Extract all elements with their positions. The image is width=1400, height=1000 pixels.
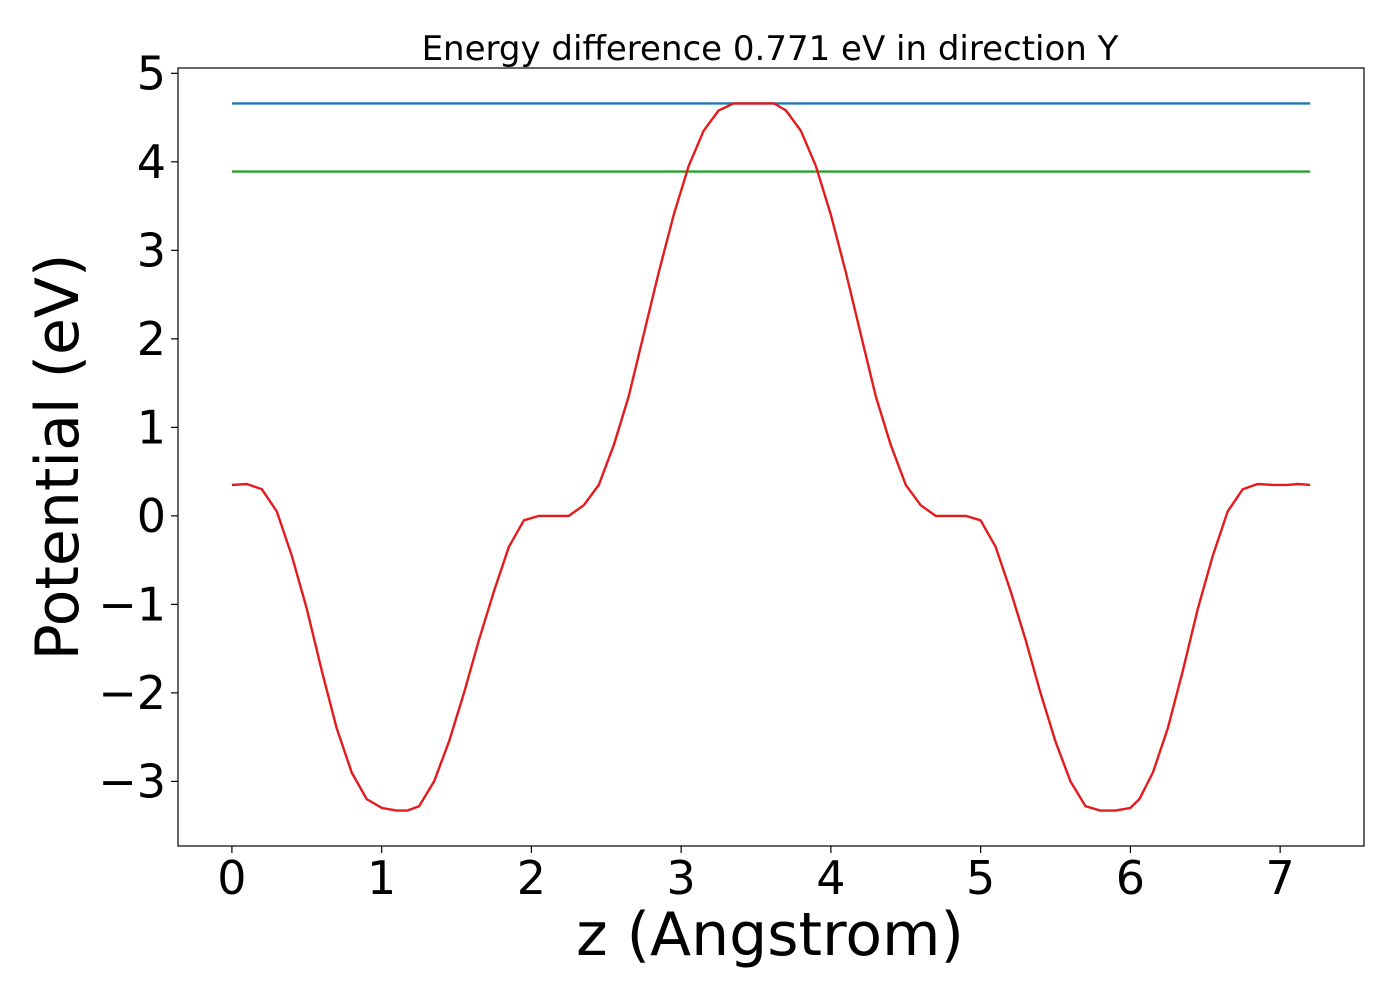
plot-frame: [177, 67, 1365, 847]
potential-curve: [231, 102, 1311, 812]
y-tick-label: 0: [137, 489, 166, 543]
chart-title: Energy difference 0.771 eV in direction …: [422, 29, 1119, 69]
series-group: [231, 102, 1311, 812]
y-tick-label: 4: [137, 135, 166, 189]
x-tick-label: 0: [217, 851, 246, 905]
y-axis-label: Potential (eV): [23, 254, 93, 661]
y-tick-label: 3: [137, 223, 166, 277]
x-tick-label: 1: [367, 851, 396, 905]
y-tick-label: 1: [137, 400, 166, 454]
x-tick-label: 5: [966, 851, 995, 905]
x-tick-label: 7: [1266, 851, 1295, 905]
y-tick-label: −2: [98, 666, 166, 720]
y-axis-ticks: −3 −2 −1 0 1 2 3 4 5: [98, 46, 178, 808]
x-tick-label: 3: [667, 851, 696, 905]
x-tick-label: 4: [816, 851, 845, 905]
x-axis-ticks: 0 1 2 3 4 5 6 7: [217, 846, 1295, 905]
y-tick-label: −3: [98, 754, 166, 808]
y-tick-label: 5: [137, 46, 166, 100]
x-axis-label: z (Angstrom): [576, 900, 964, 970]
x-tick-label: 6: [1116, 851, 1145, 905]
y-tick-label: −1: [98, 577, 166, 631]
y-tick-label: 2: [137, 312, 166, 366]
x-tick-label: 2: [517, 851, 546, 905]
